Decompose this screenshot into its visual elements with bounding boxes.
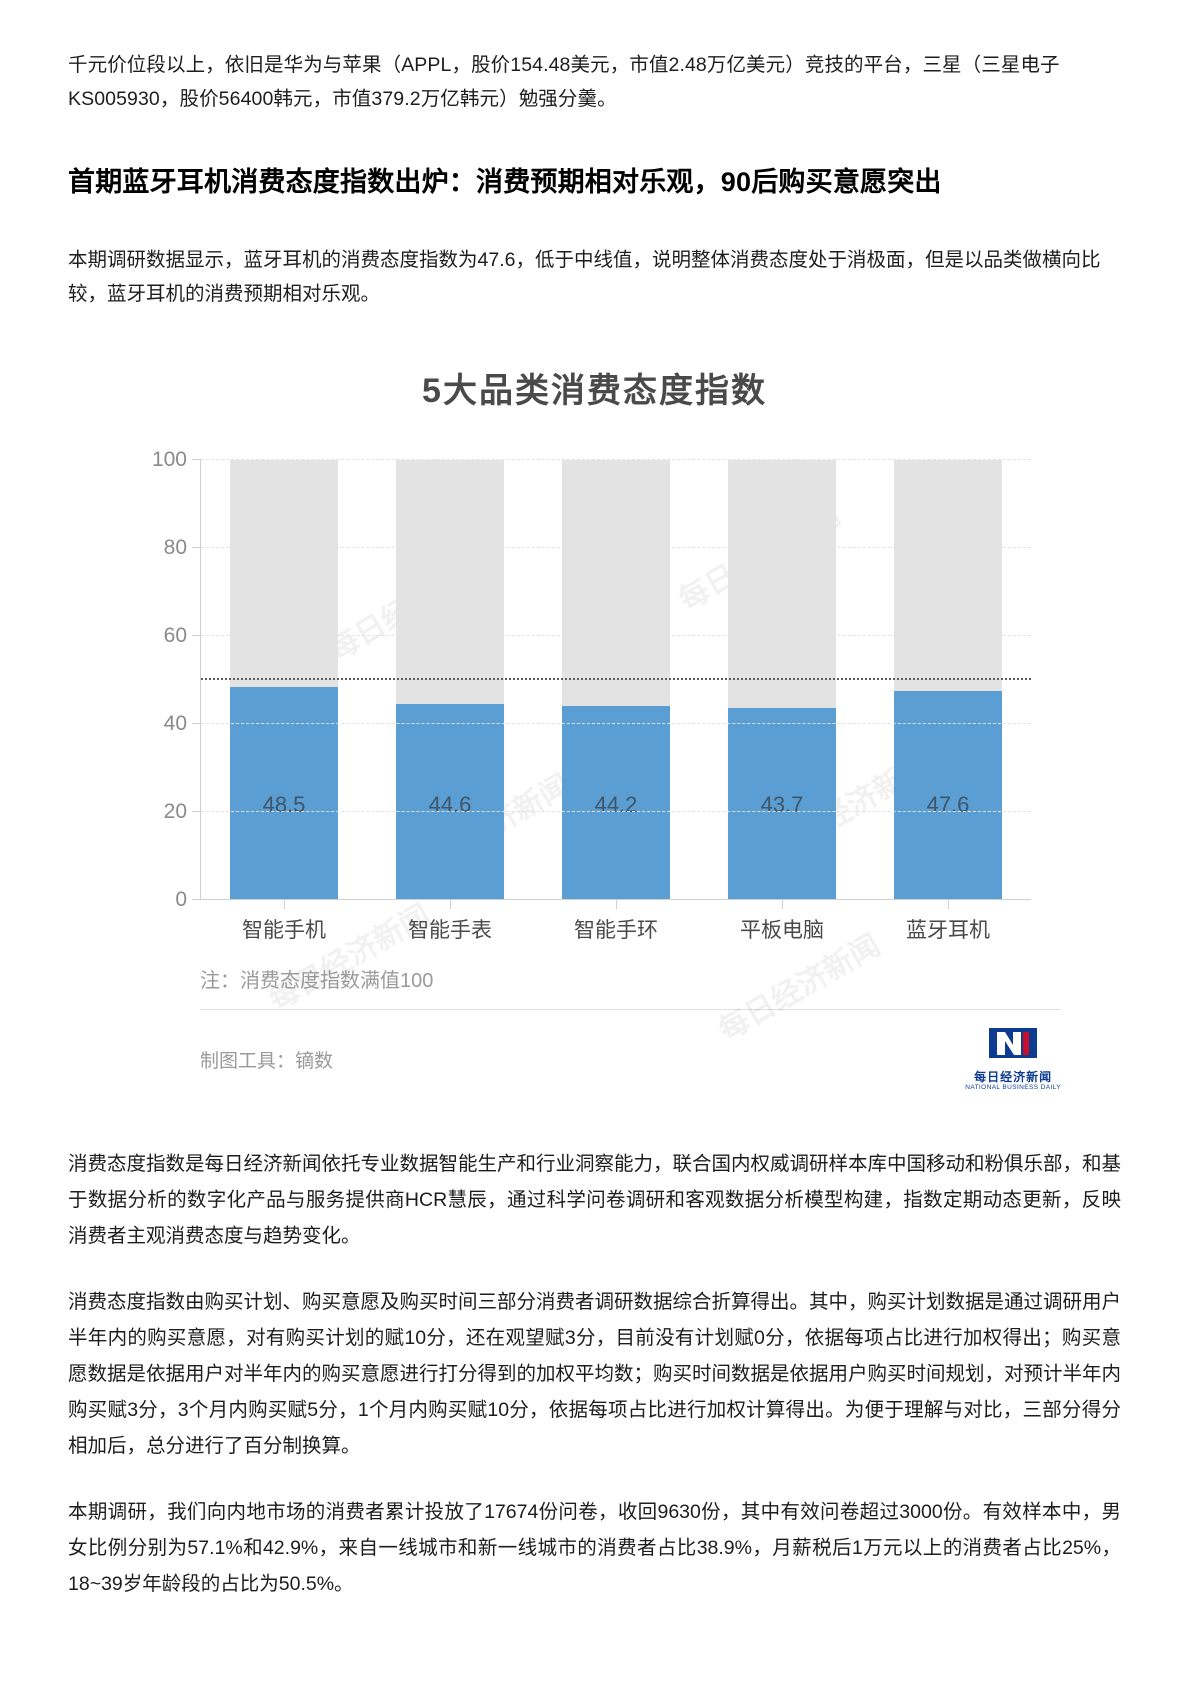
bar-group[interactable]: 44.2 智能手环 xyxy=(541,460,690,942)
y-gridline: 80 xyxy=(164,536,1031,559)
body-paragraph: 消费态度指数是每日经济新闻依托专业数据智能生产和行业洞察能力，联合国内权威调研样… xyxy=(68,1152,1122,1247)
bar-value-label: 43.7 xyxy=(760,792,804,817)
intro-paragraph: 千元价位段以上，依旧是华为与苹果（APPL，股价154.48美元，市值2.48万… xyxy=(68,54,1060,110)
consumer-attitude-chart: 每日经济新闻 每日经济新闻 每日经济新闻 每日经济新闻 每日经济新闻 每日经济新… xyxy=(68,353,1121,1102)
bar-group[interactable]: 44.6 智能手表 xyxy=(375,460,524,942)
y-gridline: 60 xyxy=(164,624,1031,647)
chart-note: 注：消费态度指数满值100 xyxy=(200,970,434,992)
x-axis-label: 平板电脑 xyxy=(739,919,824,942)
article-body: 消费态度指数是每日经济新闻依托专业数据智能生产和行业洞察能力，联合国内权威调研样… xyxy=(68,1146,1121,1602)
y-tick-mark xyxy=(192,723,201,724)
bar-value-label: 44.2 xyxy=(594,792,638,817)
bar[interactable]: 43.7 xyxy=(728,707,836,900)
bar[interactable]: 48.5 xyxy=(230,686,338,900)
y-tick-mark xyxy=(192,811,201,812)
x-axis-line xyxy=(201,899,1031,900)
y-tick-label: 100 xyxy=(151,448,187,471)
x-axis-label: 智能手机 xyxy=(241,919,326,942)
chart-footer: 制图工具：镝数 每日经济新闻 NATIONAL BUSINESS DAILY xyxy=(200,1009,1061,1092)
x-axis-label: 蓝牙耳机 xyxy=(905,919,990,942)
bar-value-label: 48.5 xyxy=(262,792,306,817)
nbd-logo-en: NATIONAL BUSINESS DAILY xyxy=(965,1084,1061,1091)
lead-paragraph: 本期调研数据显示，蓝牙耳机的消费态度指数为47.6，低于中线值，说明整体消费态度… xyxy=(68,249,1101,305)
y-tick-label: 80 xyxy=(163,536,187,559)
y-tick-mark xyxy=(192,459,201,460)
nbd-logo-mark xyxy=(983,1028,1043,1068)
x-axis-label: 智能手环 xyxy=(573,919,658,942)
chart-title: 5大品类消费态度指数 xyxy=(422,372,767,410)
bar[interactable]: 44.6 xyxy=(396,703,504,900)
x-axis-label: 智能手表 xyxy=(407,919,492,942)
body-paragraph: 本期调研，我们向内地市场的消费者累计投放了17674份问卷，收回9630份，其中… xyxy=(68,1500,1121,1595)
x-tick-mark xyxy=(283,900,285,909)
x-tick-mark xyxy=(615,900,617,909)
bar-value-label: 47.6 xyxy=(926,792,970,817)
y-gridline: 40 xyxy=(164,712,1031,735)
nbd-logo: 每日经济新闻 NATIONAL BUSINESS DAILY xyxy=(965,1028,1061,1092)
y-tick-mark xyxy=(192,899,201,900)
plot-wrapper: 48.5 智能手机 44.6 智能手表 44.2 智能手环 43.7 平板电脑 47.6 蓝牙耳机… xyxy=(128,438,1031,942)
x-tick-mark xyxy=(781,900,783,909)
y-tick-label: 60 xyxy=(163,624,187,647)
body-paragraph: 消费态度指数由购买计划、购买意愿及购买时间三部分消费者调研数据综合折算得出。其中… xyxy=(68,1290,1122,1457)
bar-value-label: 44.6 xyxy=(428,792,472,817)
y-tick-mark xyxy=(192,547,201,548)
chart-credit: 制图工具：镝数 xyxy=(200,1051,334,1073)
bar-group[interactable]: 48.5 智能手机 xyxy=(209,460,358,942)
nbd-logo-cn: 每日经济新闻 xyxy=(974,1070,1053,1084)
bar-group[interactable]: 43.7 平板电脑 xyxy=(707,460,856,942)
y-tick-mark xyxy=(192,635,201,636)
y-tick-label: 0 xyxy=(175,888,187,911)
y-tick-label: 20 xyxy=(163,800,187,823)
y-tick-label: 40 xyxy=(163,712,187,735)
x-tick-mark xyxy=(947,900,949,909)
page-title: 首期蓝牙耳机消费态度指数出炉：消费预期相对乐观，90后购买意愿突出 xyxy=(68,167,942,197)
bar[interactable]: 44.2 xyxy=(562,705,670,900)
bar-group[interactable]: 47.6 蓝牙耳机 xyxy=(873,460,1022,942)
bar[interactable]: 47.6 xyxy=(894,690,1002,900)
x-tick-mark xyxy=(449,900,451,909)
reference-line xyxy=(201,678,1031,680)
y-gridline: 20 xyxy=(164,800,1031,823)
nbd-logo-icon xyxy=(989,1028,1038,1058)
y-gridline: 100 xyxy=(152,448,1031,471)
plot-area: 48.5 智能手机 44.6 智能手表 44.2 智能手环 43.7 平板电脑 47.6 蓝牙耳机… xyxy=(152,448,1031,942)
bar-series: 48.5 智能手机 44.6 智能手表 44.2 智能手环 43.7 平板电脑 47.6 蓝牙耳机 xyxy=(201,460,1031,942)
